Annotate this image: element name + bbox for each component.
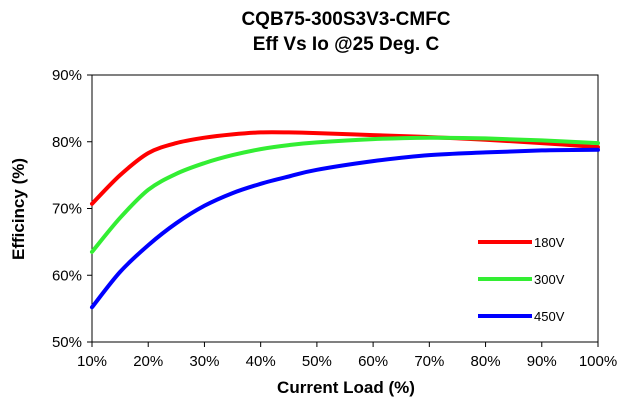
x-tick-label: 10% [77, 353, 107, 370]
series-line-450V [90, 147, 600, 310]
chart-title: CQB75-300S3V3-CMFC [241, 9, 450, 30]
y-tick-label: 50% [52, 334, 82, 351]
y-tick-label: 70% [52, 201, 82, 218]
chart-subtitle: Eff Vs Io @25 Deg. C [253, 34, 440, 55]
x-axis-ticks: 10% 20% 30% 40% 50% 60% 70% 80% 90% 100% [77, 342, 617, 370]
x-tick-label: 50% [302, 353, 332, 370]
y-axis-title: Efficincy (%) [9, 158, 28, 260]
x-tick-label: 80% [471, 353, 501, 370]
x-tick-label: 30% [189, 353, 219, 370]
x-tick-label: 40% [246, 353, 276, 370]
x-tick-label: 60% [358, 353, 388, 370]
legend-label: 180V [534, 235, 565, 250]
y-tick-label: 80% [52, 134, 82, 151]
series-lines [90, 130, 600, 310]
legend-label: 450V [534, 309, 565, 324]
y-axis-ticks: 50% 60% 70% 80% 90% [52, 67, 92, 351]
y-tick-label: 90% [52, 67, 82, 84]
x-tick-label: 70% [414, 353, 444, 370]
y-tick-label: 60% [52, 267, 82, 284]
legend: 180V 300V 450V [478, 235, 565, 324]
x-tick-label: 20% [133, 353, 163, 370]
series-line-180V [90, 130, 600, 206]
x-axis-title: Current Load (%) [277, 378, 415, 397]
x-tick-label: 100% [579, 353, 617, 370]
legend-label: 300V [534, 272, 565, 287]
series-line-300V [90, 135, 600, 254]
plot-area [91, 74, 599, 343]
x-tick-label: 90% [527, 353, 557, 370]
